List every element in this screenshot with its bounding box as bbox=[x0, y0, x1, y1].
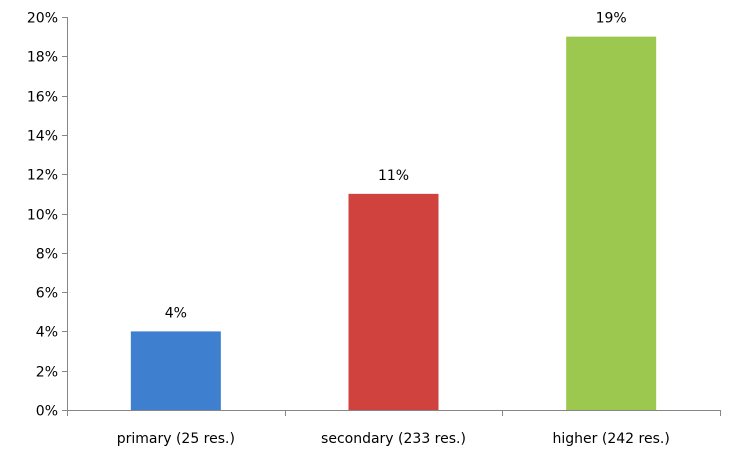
x-category-label: secondary (233 res.) bbox=[321, 431, 466, 447]
y-tick-label: 12% bbox=[27, 168, 58, 184]
y-tick-label: 10% bbox=[27, 208, 58, 224]
x-category-label: higher (242 res.) bbox=[553, 431, 670, 447]
data-labels: 4% 11% 19% bbox=[165, 11, 627, 322]
x-axis: primary (25 res.) secondary (233 res.) hig… bbox=[67, 410, 721, 447]
x-category-label: primary (25 res.) bbox=[117, 431, 235, 447]
y-tick-label: 16% bbox=[27, 90, 58, 106]
y-tick-label: 6% bbox=[36, 286, 58, 302]
y-tick-label: 20% bbox=[27, 11, 58, 27]
bar-data-label: 4% bbox=[165, 305, 187, 321]
bar-data-label: 11% bbox=[378, 168, 409, 184]
y-tick-label: 18% bbox=[27, 50, 58, 66]
y-axis: 0% 2% 4% 6% 8% 10% 12% 14% 16% 18% 20% bbox=[27, 11, 68, 420]
bar bbox=[130, 331, 221, 410]
y-tick-label: 4% bbox=[36, 325, 58, 341]
y-tick-label: 8% bbox=[36, 247, 58, 263]
bar bbox=[348, 193, 439, 410]
bar-data-label: 19% bbox=[596, 11, 627, 27]
y-tick-label: 0% bbox=[36, 404, 58, 420]
bars bbox=[130, 36, 657, 411]
y-tick-label: 2% bbox=[36, 365, 58, 381]
y-tick-label: 14% bbox=[27, 129, 58, 145]
bar bbox=[566, 36, 657, 411]
